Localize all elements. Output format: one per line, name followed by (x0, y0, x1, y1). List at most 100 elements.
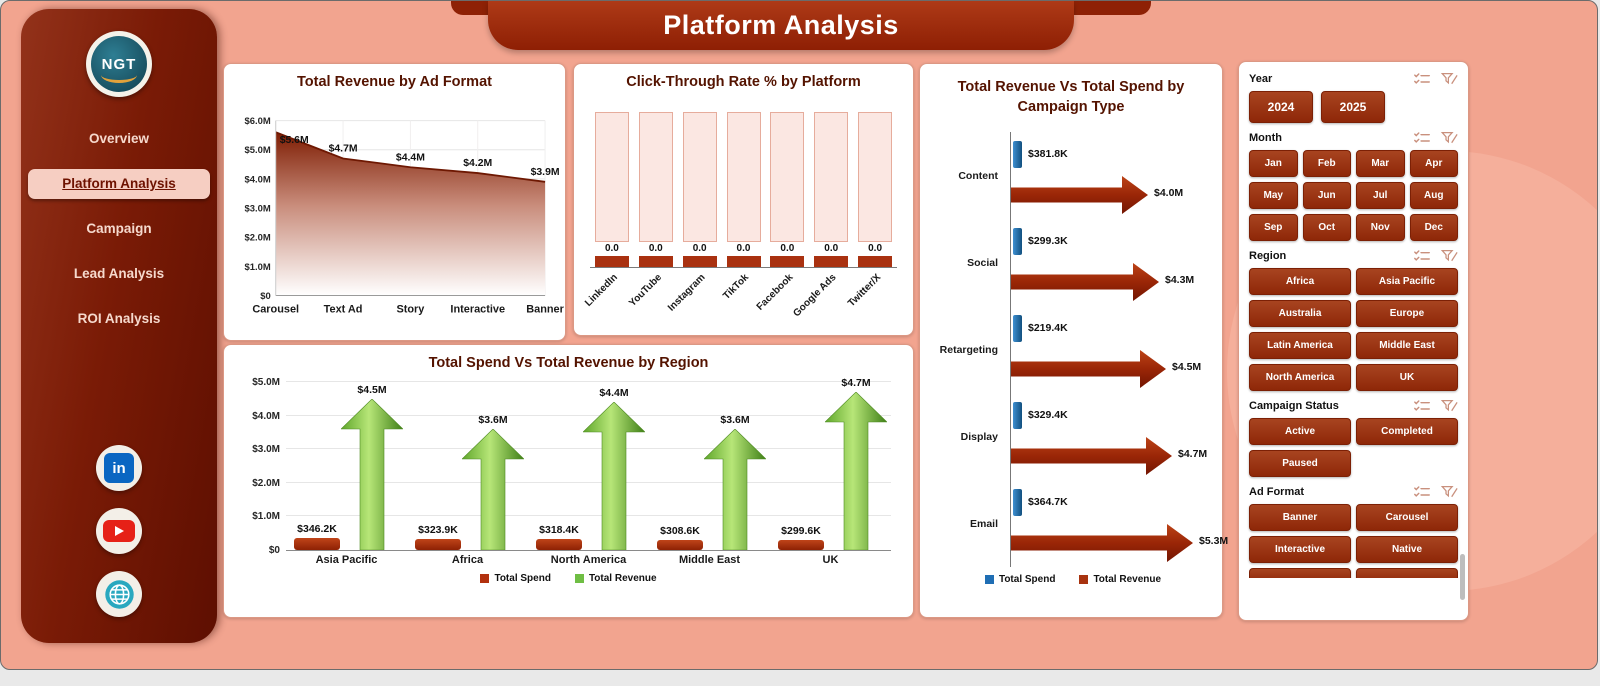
filter-option-asia-pacific[interactable]: Asia Pacific (1356, 268, 1458, 295)
ctr-bar-base (638, 256, 673, 267)
svg-text:$4.4M: $4.4M (396, 152, 425, 163)
card-revenue-vs-spend-by-campaign: Total Revenue Vs Total Spend by Campaign… (919, 63, 1228, 618)
filter-option-mar[interactable]: Mar (1356, 150, 1405, 177)
logo-badge: NGT (91, 36, 147, 92)
x-axis-label: Middle East (678, 554, 741, 566)
filter-option-nov[interactable]: Nov (1356, 214, 1405, 241)
filter-option-carousel[interactable]: Carousel (1356, 504, 1458, 531)
ctr-bar-base (682, 256, 717, 267)
ctr-column-youtube: 0.0 (634, 110, 678, 267)
revenue-value-label: $5.3M (1199, 535, 1229, 547)
clear-filter-icon[interactable] (1440, 485, 1458, 499)
filter-option-latin-america[interactable]: Latin America (1249, 332, 1351, 359)
select-all-icon[interactable] (1413, 131, 1431, 145)
filter-option-cropped[interactable] (1249, 568, 1351, 578)
clear-filter-icon[interactable] (1440, 399, 1458, 413)
x-axis-label: LinkedIn (582, 272, 620, 309)
revenue-value-label: $4.4M (599, 387, 629, 399)
select-all-icon[interactable] (1413, 485, 1431, 499)
select-all-icon[interactable] (1413, 399, 1431, 413)
revenue-value-label: $4.7M (1178, 448, 1208, 460)
clear-filter-icon[interactable] (1440, 131, 1458, 145)
filter-option-interactive[interactable]: Interactive (1249, 536, 1351, 563)
y-axis-label: $0 (268, 545, 280, 556)
card-revenue-by-ad-format: Total Revenue by Ad Format $0 $1.0M $2.0M $… (223, 63, 566, 341)
scrollbar-thumb[interactable] (1460, 554, 1465, 600)
clear-filter-icon[interactable] (1440, 249, 1458, 263)
filter-option-jan[interactable]: Jan (1249, 150, 1298, 177)
filter-section-ad-format: Ad Format Banner Carousel Interactive Native (1249, 485, 1458, 578)
svg-text:$4.2M: $4.2M (463, 158, 492, 169)
filter-option-uk[interactable]: UK (1356, 364, 1458, 391)
ctr-bar-base (814, 256, 849, 267)
sidebar-item-overview[interactable]: Overview (88, 131, 150, 146)
filter-label: Ad Format (1249, 486, 1304, 498)
svg-text:$2.0M: $2.0M (245, 233, 271, 244)
filter-option-north-america[interactable]: North America (1249, 364, 1351, 391)
revenue-value-label: $4.5M (1172, 361, 1202, 373)
spend-value-label: $219.4K (1028, 322, 1068, 334)
filter-option-native[interactable]: Native (1356, 536, 1458, 563)
sidebar: NGT Overview Platform Analysis Campaign Lea… (21, 9, 217, 643)
clear-filter-icon[interactable] (1440, 72, 1458, 86)
youtube-icon[interactable] (96, 508, 142, 554)
svg-text:$4.7M: $4.7M (329, 144, 358, 155)
ctr-bar (638, 112, 673, 242)
revenue-arrow (1011, 437, 1172, 475)
svg-text:$3.9M: $3.9M (531, 167, 560, 178)
revenue-arrow (583, 402, 645, 550)
ctr-bar-base (858, 256, 893, 267)
filter-option-oct[interactable]: Oct (1302, 214, 1351, 241)
dashboard: Platform Analysis NGT Overview Platform A… (0, 0, 1598, 670)
sidebar-item-platform-analysis[interactable]: Platform Analysis (28, 169, 210, 199)
filter-section-month: Month Jan Feb Mar Apr May Jun Jul Aug Sep Oct Nov De… (1249, 131, 1458, 241)
filter-option-may[interactable]: May (1249, 182, 1298, 209)
select-all-icon[interactable] (1413, 72, 1431, 86)
sidebar-item-campaign[interactable]: Campaign (86, 221, 152, 236)
revenue-value-label: $4.5M (357, 384, 387, 396)
svg-text:$6.0M: $6.0M (245, 116, 271, 127)
filter-option-australia[interactable]: Australia (1249, 300, 1351, 327)
svg-text:$4.0M: $4.0M (245, 174, 271, 185)
sidebar-item-roi-analysis[interactable]: ROI Analysis (77, 311, 161, 326)
y-axis-label: $4.0M (252, 410, 280, 422)
filter-option-sep[interactable]: Sep (1249, 214, 1298, 241)
spend-bar (294, 538, 340, 550)
filter-option-europe[interactable]: Europe (1356, 300, 1458, 327)
filter-option-aug[interactable]: Aug (1409, 182, 1458, 209)
filter-option-africa[interactable]: Africa (1249, 268, 1351, 295)
revenue-arrow (1011, 524, 1193, 562)
filter-option-paused[interactable]: Paused (1249, 450, 1351, 477)
filter-option-middle-east[interactable]: Middle East (1356, 332, 1458, 359)
filter-option-dec[interactable]: Dec (1409, 214, 1458, 241)
revenue-arrow (1011, 176, 1148, 214)
revenue-value-label: $4.7M (841, 377, 871, 389)
legend-item: Total Spend (480, 573, 551, 584)
filter-option-completed[interactable]: Completed (1356, 418, 1458, 445)
linkedin-icon[interactable]: in (96, 445, 142, 491)
campaign-row-social: Social $299.3K $4.3M (967, 219, 1216, 306)
category-label: Retargeting (939, 343, 998, 356)
filter-option-active[interactable]: Active (1249, 418, 1351, 445)
spend-bar (415, 539, 461, 550)
filter-option-cropped[interactable] (1356, 568, 1458, 578)
filter-option-jul[interactable]: Jul (1356, 182, 1405, 209)
web-icon[interactable] (96, 571, 142, 617)
spend-bar (778, 540, 824, 550)
svg-text:Story: Story (396, 303, 425, 315)
filter-option-2024[interactable]: 2024 (1249, 91, 1313, 123)
revenue-arrow (704, 429, 766, 550)
filter-option-2025[interactable]: 2025 (1321, 91, 1385, 123)
ctr-column-google-ads: 0.0 (809, 110, 853, 267)
filter-option-feb[interactable]: Feb (1302, 150, 1351, 177)
x-axis-label: North America (550, 554, 627, 566)
combo-chart-canvas: $0 $1.0M $2.0M $3.0M $4.0M $5.0M $346.2K $4.5M $… (234, 377, 903, 613)
select-all-icon[interactable] (1413, 249, 1431, 263)
filter-label: Campaign Status (1249, 400, 1339, 412)
filter-option-apr[interactable]: Apr (1409, 150, 1458, 177)
svg-text:Carousel: Carousel (252, 303, 299, 315)
filter-option-banner[interactable]: Banner (1249, 504, 1351, 531)
ctr-bar-base (770, 256, 805, 267)
filter-option-jun[interactable]: Jun (1302, 182, 1351, 209)
sidebar-item-lead-analysis[interactable]: Lead Analysis (73, 266, 165, 281)
